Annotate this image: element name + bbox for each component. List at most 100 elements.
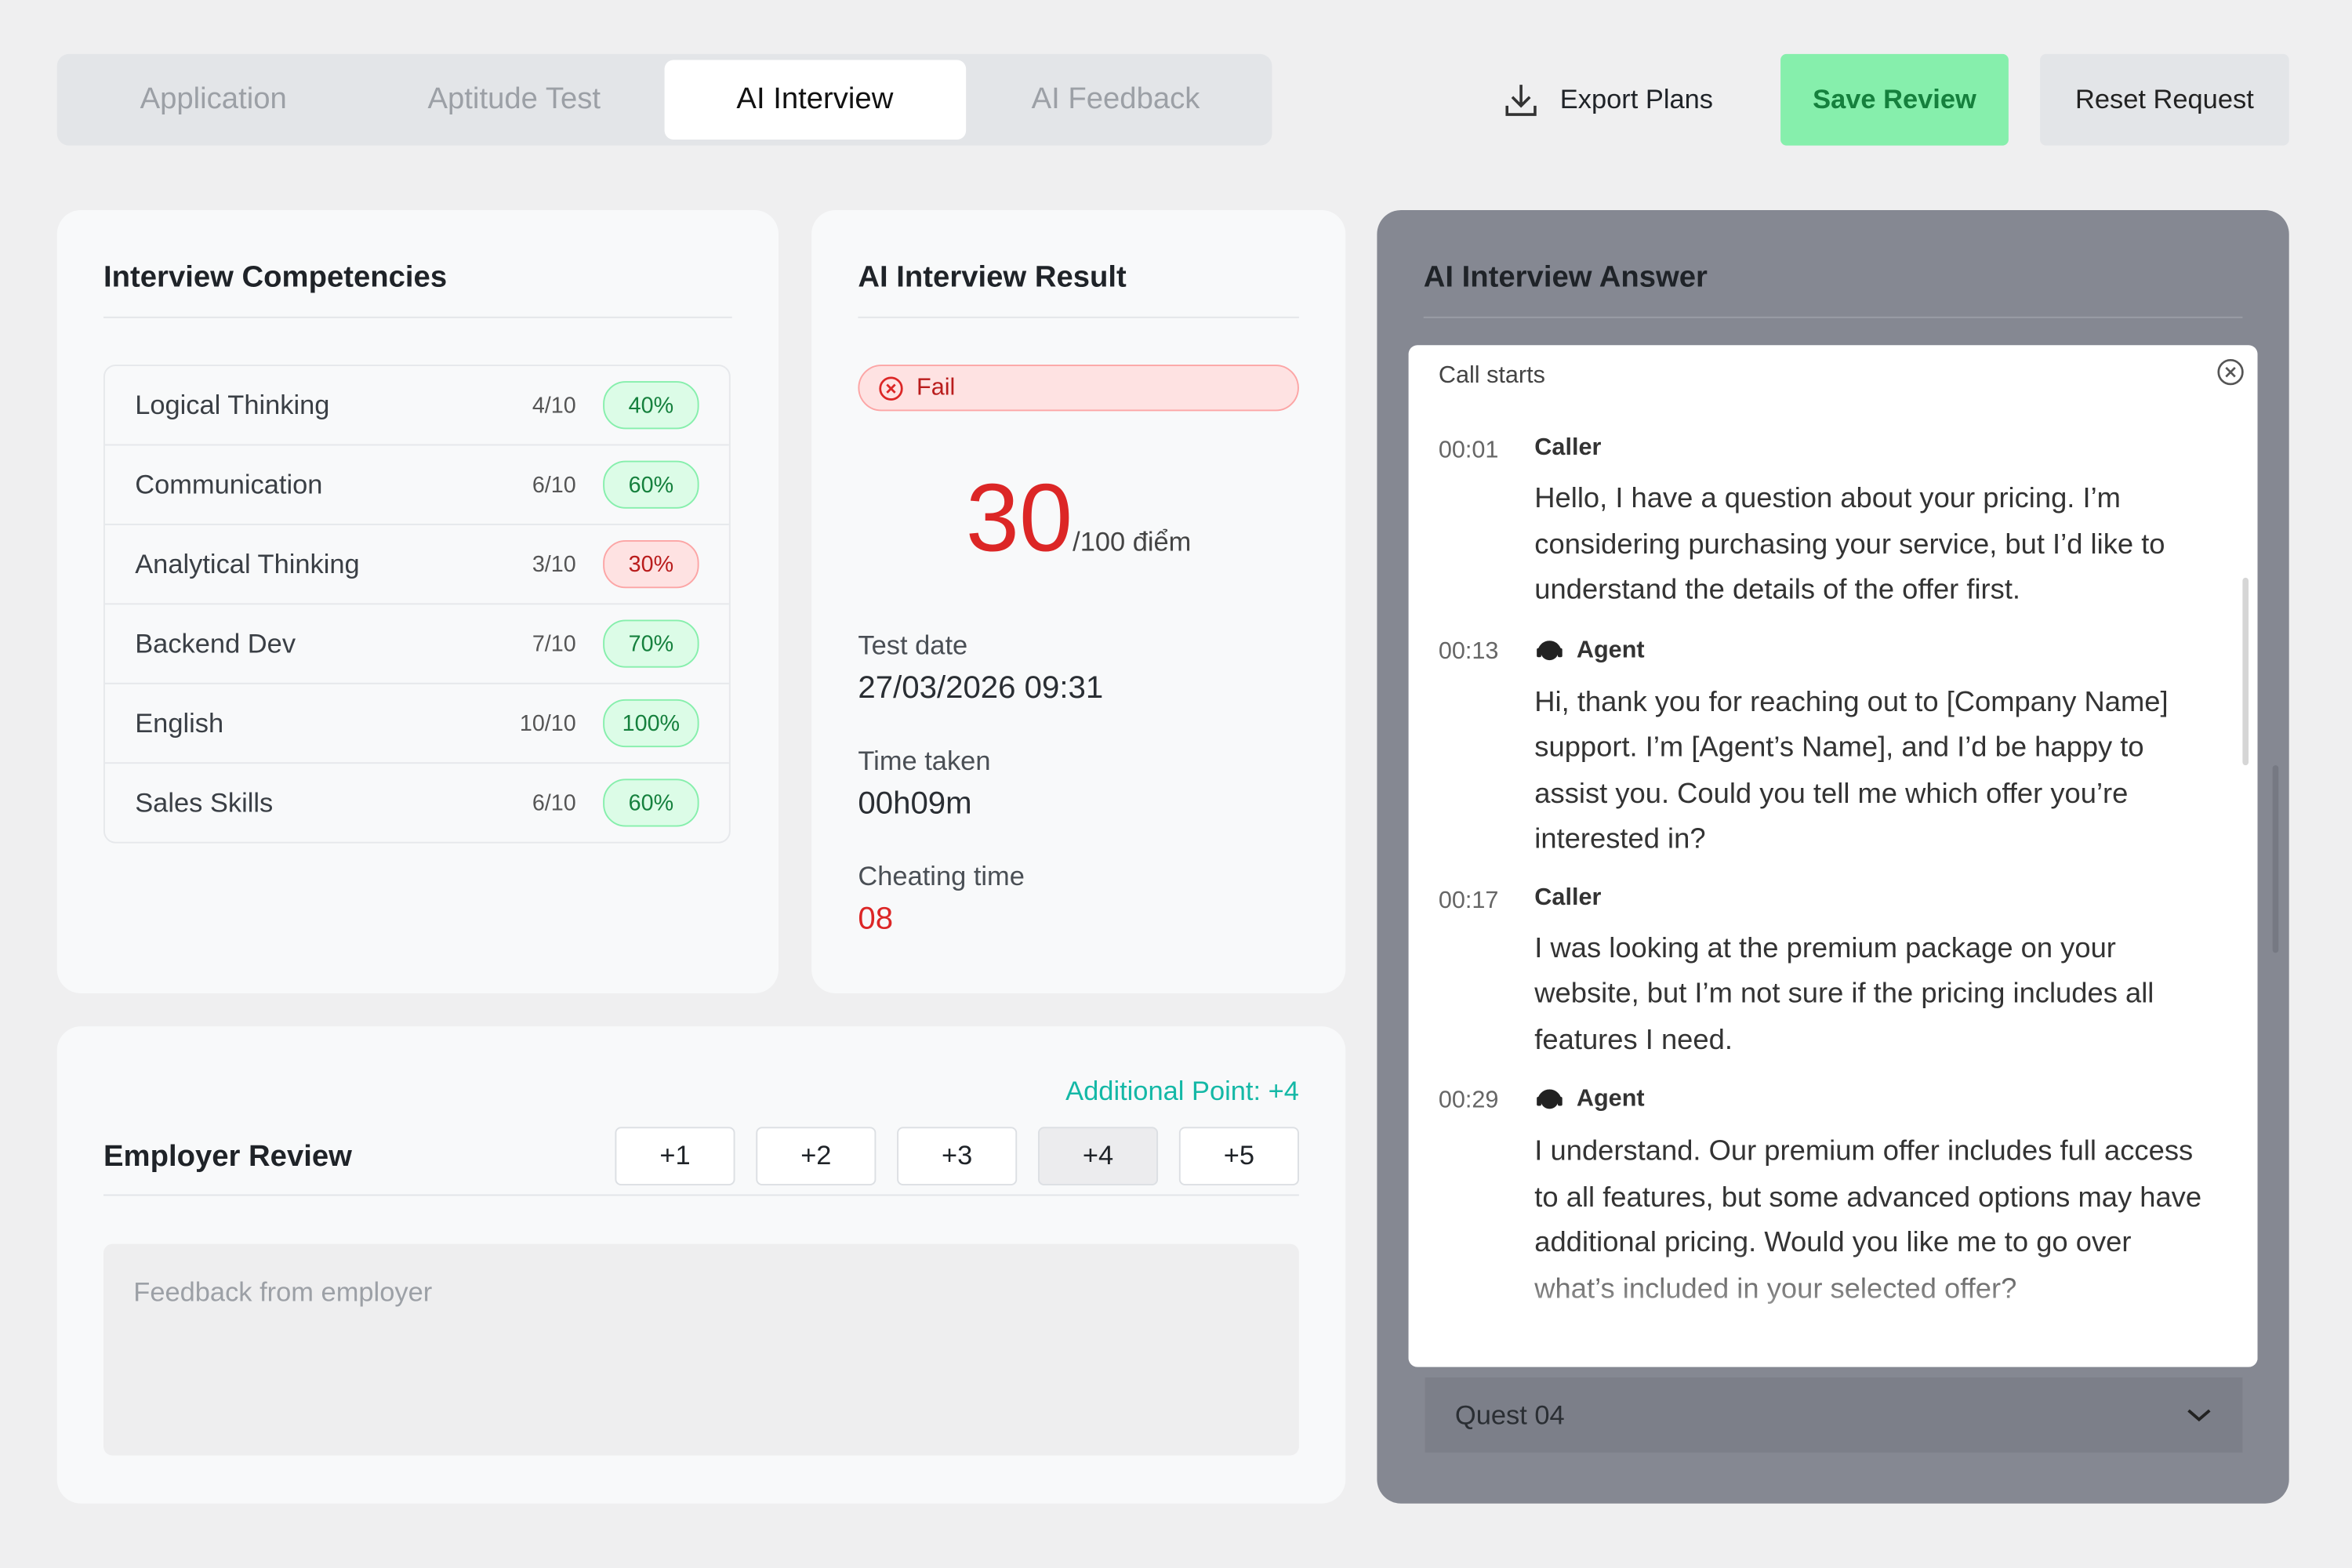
point-button[interactable]: +3 (897, 1127, 1018, 1185)
tab[interactable]: AI Interview (664, 60, 966, 140)
message-speaker: Caller (1534, 435, 2218, 462)
card-title: Employer Review (103, 1140, 352, 1174)
competency-row: Logical Thinking 4/10 40% (105, 366, 729, 445)
competency-name: Backend Dev (135, 627, 296, 659)
competency-name: Logical Thinking (135, 389, 330, 419)
tab-bar: Application Aptitude Test AI Interview AI F… (56, 53, 1272, 146)
transcript: Call starts 00:01 Caller Hello, I have a q… (1408, 345, 2258, 1367)
status-badge: Fail (858, 365, 1299, 412)
message-text: I was looking at the premium package on … (1534, 932, 2154, 1056)
result-field: Time taken 00h09m (858, 746, 1299, 822)
field-value: 00h09m (858, 786, 972, 821)
competency-score: 10/10 (519, 710, 576, 736)
tab[interactable]: Application (140, 82, 287, 116)
field-label: Cheating time (858, 861, 1025, 891)
point-button[interactable]: +5 (1178, 1127, 1299, 1185)
result-field: Test date 27/03/2026 09:31 (858, 630, 1299, 707)
score: 30/100 điểm (811, 462, 1345, 573)
competency-row: English 10/10 100% (104, 682, 729, 762)
answer-card: AI Interview Answer Call starts 00:01 Cal… (1377, 209, 2289, 1504)
competency-name: Sales Skills (135, 786, 274, 818)
feedback-input[interactable]: Feedback from employer (103, 1243, 1299, 1456)
competency-row: Analytical Thinking 3/10 30% (104, 523, 729, 603)
message: 00:17 Caller I was looking at the premium … (1439, 884, 2219, 1064)
competency-percent: 70% (603, 619, 699, 668)
scrollbar (2242, 577, 2249, 766)
card-title: Interview Competencies (103, 261, 732, 318)
agent-icon (1537, 640, 1563, 660)
speaker-name: Caller (1534, 435, 1602, 461)
additional-point: Additional Point: +4 (1065, 1076, 1299, 1106)
message-time: 00:29 (1438, 1087, 1499, 1114)
competency-score: 6/10 (532, 471, 576, 498)
competency-list: Logical Thinking 4/10 40% Communication 6/10… (103, 365, 731, 844)
result-fields: Test date 27/03/2026 09:31 Time taken 00h09… (858, 630, 1299, 977)
export-button[interactable]: Export Plans (1485, 54, 1728, 146)
result-field: Cheating time 08 (858, 862, 1299, 938)
message: 00:13 Agent Hi, thank you for reaching out… (1439, 636, 2219, 864)
message-text: Hi, thank you for reaching out to [Compa… (1534, 686, 2169, 855)
card-title: AI Interview Result (858, 261, 1299, 318)
point-button[interactable]: +1 (615, 1127, 735, 1185)
fail-icon (879, 376, 903, 400)
question-label: Quest 04 (1454, 1399, 1565, 1429)
competency-score: 3/10 (532, 551, 576, 577)
speaker-name: Agent (1576, 1086, 1645, 1112)
competencies-card: Interview Competencies Logical Thinking 4… (56, 209, 779, 994)
close-icon[interactable] (2216, 358, 2245, 387)
save-button[interactable]: Save Review (1780, 53, 2009, 146)
competency-row: Sales Skills 6/10 60% (104, 762, 729, 841)
competency-percent: 40% (603, 381, 699, 430)
competency-score: 7/10 (532, 630, 576, 657)
competency-percent: 60% (603, 779, 699, 827)
export-label: Export Plans (1559, 84, 1714, 114)
result-card: AI Interview Result Fail 30/100 điểm Tes… (811, 209, 1346, 994)
message-speaker: Caller (1534, 884, 2218, 911)
tab[interactable]: AI Feedback (1031, 82, 1200, 116)
competency-score: 4/10 (532, 392, 576, 419)
speaker-name: Caller (1534, 884, 1602, 910)
outer-scrollbar (2272, 765, 2279, 953)
message-speaker: Agent (1534, 636, 2218, 666)
point-buttons: +1 +2 +3 +4 +5 (615, 1127, 1299, 1185)
chevron (2187, 1409, 2211, 1422)
field-label: Test date (858, 630, 968, 661)
competency-percent: 60% (603, 460, 699, 509)
field-value: 27/03/2026 09:31 (858, 670, 1104, 706)
divider (103, 1194, 1299, 1196)
status-text: Fail (916, 374, 956, 401)
message-time: 00:01 (1438, 437, 1499, 464)
competency-percent: 30% (603, 540, 699, 589)
competency-row: Communication 6/10 60% (104, 444, 729, 524)
message-speaker: Agent (1534, 1085, 2218, 1115)
field-label: Time taken (858, 746, 991, 776)
score-suffix: /100 điểm (1073, 526, 1192, 557)
agent-icon (1537, 1089, 1563, 1109)
competency-name: Communication (135, 469, 323, 499)
review-card: Additional Point: +4 Employer Review +1 +… (56, 1026, 1346, 1504)
competency-name: Analytical Thinking (135, 548, 360, 579)
competency-row: Backend Dev 7/10 70% (104, 603, 729, 682)
question-select[interactable]: Quest 04 (1425, 1377, 2243, 1453)
message: 00:01 Caller Hello, I have a question abou… (1439, 435, 2219, 615)
point-button[interactable]: +4 (1038, 1127, 1159, 1185)
point-button[interactable]: +2 (756, 1127, 877, 1185)
competency-name: English (135, 707, 224, 738)
call-start: Call starts (1438, 363, 1545, 389)
competency-percent: 100% (603, 699, 699, 748)
fade (1408, 1247, 2258, 1367)
message-body: Agent Hi, thank you for reaching out to [… (1534, 636, 2218, 864)
competency-score: 6/10 (532, 789, 576, 816)
messages: 00:01 Caller Hello, I have a question abou… (1439, 435, 2219, 1334)
message-body: Caller Hello, I have a question about you… (1534, 435, 2218, 615)
message-body: Caller I was looking at the premium packa… (1534, 884, 2218, 1064)
message-text: Hello, I have a question about your pric… (1534, 483, 2165, 607)
card-title: AI Interview Answer (1423, 261, 2243, 318)
tab[interactable]: Aptitude Test (427, 82, 601, 116)
download-icon (1505, 84, 1537, 115)
reset-button[interactable]: Reset Request (2040, 53, 2289, 146)
message-time: 00:17 (1438, 887, 1499, 913)
